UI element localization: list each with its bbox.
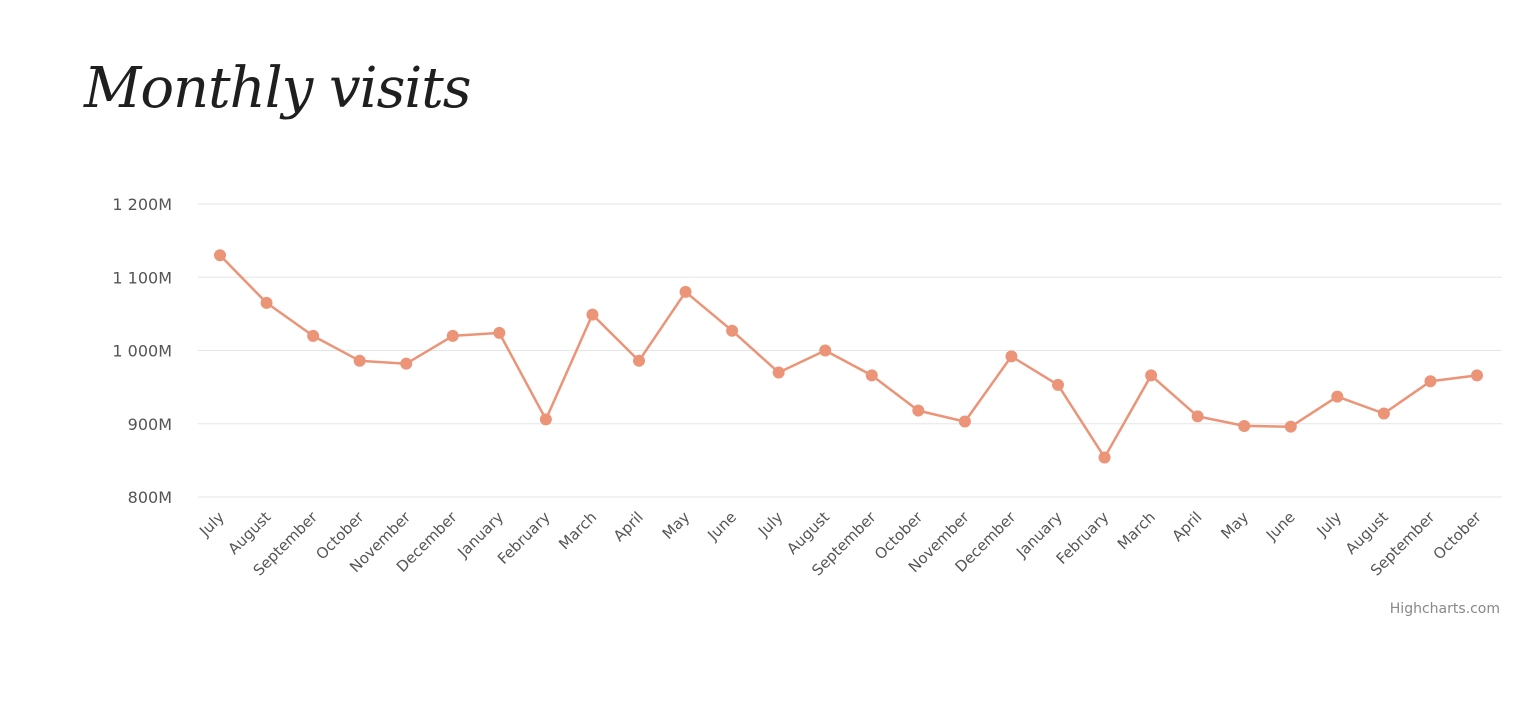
data-point[interactable] [307, 329, 320, 342]
series-line [218, 254, 1479, 459]
data-point[interactable] [1191, 410, 1204, 423]
data-point[interactable] [1052, 378, 1064, 391]
data-point[interactable] [1471, 369, 1483, 382]
x-axis-labels: JulyAugustSeptemberOctoberNovemberDecemb… [195, 508, 1485, 580]
y-tick-label: 800M [128, 488, 172, 507]
data-point[interactable] [260, 296, 273, 309]
y-tick-label: 1 200M [112, 195, 172, 214]
data-point[interactable] [539, 413, 552, 426]
data-point[interactable] [493, 326, 506, 339]
data-point[interactable] [353, 354, 366, 367]
data-point[interactable] [1284, 420, 1297, 433]
data-point[interactable] [772, 366, 785, 379]
x-tick-label: July [754, 508, 787, 541]
x-tick-label: May [659, 508, 694, 543]
data-point[interactable] [1238, 419, 1251, 432]
data-point[interactable] [1098, 451, 1111, 464]
y-tick-label: 1 100M [112, 268, 172, 287]
x-tick-label: October [1430, 508, 1486, 564]
data-point[interactable] [726, 324, 739, 337]
series-visits [214, 249, 1483, 464]
data-point[interactable] [1145, 369, 1158, 382]
grid-lines [198, 203, 1502, 498]
data-point[interactable] [1331, 390, 1344, 403]
data-point[interactable] [586, 308, 599, 321]
x-tick-label: June [1262, 508, 1299, 545]
data-point[interactable] [446, 329, 459, 342]
data-point[interactable] [400, 357, 413, 370]
x-tick-label: July [195, 508, 228, 541]
data-point[interactable] [633, 354, 645, 367]
data-point[interactable] [214, 249, 226, 262]
x-tick-label: July [1313, 508, 1346, 541]
data-point[interactable] [1424, 375, 1437, 388]
x-tick-label: May [1217, 508, 1252, 543]
credits-link[interactable]: Highcharts.com [1389, 601, 1500, 617]
x-tick-label: March [1114, 508, 1159, 553]
y-tick-label: 900M [128, 415, 172, 434]
x-tick-label: April [1169, 508, 1206, 545]
data-point[interactable] [1377, 407, 1390, 420]
data-point[interactable] [679, 285, 692, 298]
x-tick-label: March [555, 508, 600, 553]
x-tick-label: April [610, 508, 647, 545]
data-point[interactable] [819, 344, 832, 357]
data-point[interactable] [912, 404, 925, 417]
y-axis-labels: 800M 900M 1 000M 1 100M 1 200M [112, 195, 172, 507]
data-point[interactable] [865, 369, 878, 382]
y-tick-label: 1 000M [112, 342, 172, 361]
x-tick-label: June [703, 508, 740, 545]
chart-title: Monthly visits [84, 56, 471, 121]
data-point[interactable] [958, 415, 971, 428]
data-point[interactable] [1005, 350, 1018, 363]
